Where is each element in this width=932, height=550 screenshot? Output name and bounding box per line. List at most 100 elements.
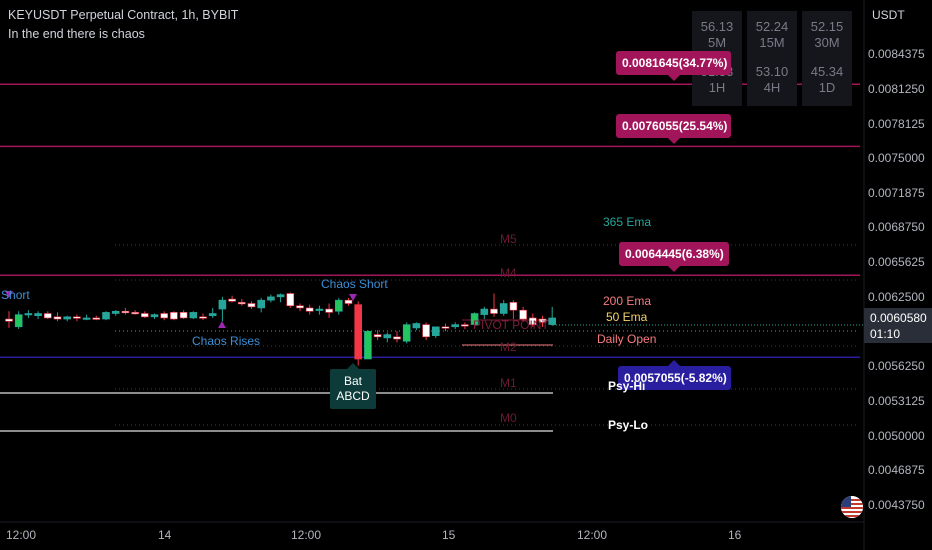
- daily-open-label: Daily Open: [597, 332, 657, 346]
- ema200-label: 200 Ema: [603, 294, 652, 308]
- candle-body: [63, 316, 72, 320]
- price-tick-label: 0.0056250: [868, 359, 925, 373]
- rsi-timeframe: 5M: [707, 35, 727, 50]
- rsi-cell: 52.15 30M: [802, 11, 852, 61]
- target-level-badge[interactable]: 0.0076055(25.54%): [616, 114, 731, 138]
- pattern-name: Bat: [343, 374, 362, 388]
- candle-body: [24, 313, 33, 316]
- ema365-label: 365 Ema: [603, 215, 652, 229]
- price-tick-label: 0.0043750: [868, 498, 925, 512]
- candle-body: [199, 316, 207, 319]
- candle-body: [267, 296, 275, 301]
- candle-body: [228, 298, 236, 302]
- rsi-value: 52.15: [810, 19, 844, 34]
- price-tick-label: 0.0062500: [868, 290, 925, 304]
- candle-body: [111, 310, 120, 314]
- candle-body: [548, 317, 557, 325]
- candle-body: [208, 313, 217, 317]
- chaos-short-marker-left: [5, 291, 13, 298]
- chaos-short-marker: [349, 294, 357, 301]
- us-flag-icon[interactable]: [841, 496, 863, 518]
- candle-body: [276, 294, 285, 298]
- time-tick-label: 12:00: [6, 528, 37, 542]
- rsi-timeframe: 1H: [708, 80, 726, 95]
- time-tick-label: 15: [442, 528, 456, 542]
- candle-body: [528, 317, 537, 325]
- rsi-cell: 52.24 15M: [747, 11, 797, 61]
- candle-body: [431, 326, 440, 337]
- stop-level-badge[interactable]: 0.0057055(-5.82%): [618, 366, 731, 390]
- price-tick-label: 0.0078125: [868, 117, 925, 131]
- candle-body: [73, 316, 81, 319]
- m5-label: M5: [500, 232, 517, 246]
- psy-hi-label: Psy-Hi: [608, 379, 646, 393]
- price-tick-label: 0.0081250: [868, 82, 925, 96]
- price-tick-label: 0.0065625: [868, 255, 925, 269]
- m0-label: M0: [500, 411, 517, 425]
- candle-body: [141, 313, 149, 318]
- m1-label: M1: [500, 376, 517, 390]
- price-tick-label: 0.0046875: [868, 463, 925, 477]
- rsi-cell: 53.10 4H: [747, 56, 797, 106]
- current-price: 0.0060580: [870, 311, 927, 325]
- candle-body: [170, 312, 178, 320]
- rsi-timeframe: 4H: [763, 80, 781, 95]
- candle-body: [189, 312, 198, 319]
- badge-pointer: [668, 266, 680, 272]
- candle-body: [383, 334, 392, 339]
- candle-body: [538, 318, 547, 323]
- candle-body: [509, 302, 518, 311]
- candle-body: [5, 318, 13, 322]
- candle-body: [490, 308, 498, 314]
- candle-body: [150, 314, 159, 318]
- candle-body: [334, 299, 343, 312]
- target-level-badge[interactable]: 0.0064445(6.38%): [619, 242, 729, 266]
- rsi-value: 56.13: [700, 19, 734, 34]
- candle-body: [34, 313, 42, 317]
- symbol-title: KEYUSDT Perpetual Contract, 1h, BYBIT: [8, 8, 239, 22]
- price-tick-label: 0.0071875: [868, 186, 925, 200]
- candle-body: [102, 312, 110, 320]
- price-tick-label: 0.0084375: [868, 47, 925, 61]
- candle-body: [519, 309, 527, 320]
- rsi-cell: 45.34 1D: [802, 56, 852, 106]
- price-tick-label: 0.0050000: [868, 429, 925, 443]
- candle-body: [451, 324, 460, 328]
- candle-body: [480, 308, 489, 315]
- target-level-badge[interactable]: 0.0081645(34.77%): [616, 51, 731, 75]
- m2-label: M2: [500, 340, 517, 354]
- candle-body: [43, 313, 52, 319]
- rsi-value: 53.10: [755, 64, 789, 79]
- candle-body: [305, 307, 314, 312]
- candle-body: [373, 334, 382, 338]
- candle-body: [179, 312, 188, 319]
- psy-lo-label: Psy-Lo: [608, 418, 649, 432]
- chaos-short-signal-left: Chaos Short: [0, 288, 30, 302]
- candle-body: [402, 324, 411, 342]
- candle-body: [412, 323, 421, 329]
- candle-body: [325, 308, 333, 313]
- time-tick-label: 12:00: [291, 528, 322, 542]
- candle-body: [14, 314, 23, 328]
- indicator-name: In the end there is chaos: [8, 27, 145, 41]
- rsi-value: 52.24: [755, 19, 789, 34]
- candle-body: [286, 293, 295, 307]
- candle-body: [393, 336, 401, 340]
- time-tick-label: 12:00: [577, 528, 608, 542]
- badge-pointer: [668, 75, 680, 81]
- chaos-rises-signal: Chaos Rises: [192, 334, 261, 348]
- rsi-value: 45.34: [810, 64, 844, 79]
- candle-body: [238, 302, 246, 305]
- candle-body: [461, 324, 469, 327]
- candle-body: [499, 303, 508, 314]
- ema50-label: 50 Ema: [606, 310, 648, 324]
- chaos-rises-marker: [218, 321, 226, 328]
- price-axis-unit[interactable]: USDT: [872, 8, 905, 22]
- price-tick-label: 0.0068750: [868, 220, 925, 234]
- price-tick-label: 0.0075000: [868, 151, 925, 165]
- candle-body: [344, 299, 353, 304]
- badge-pointer: [668, 138, 680, 144]
- candle-body: [441, 326, 450, 329]
